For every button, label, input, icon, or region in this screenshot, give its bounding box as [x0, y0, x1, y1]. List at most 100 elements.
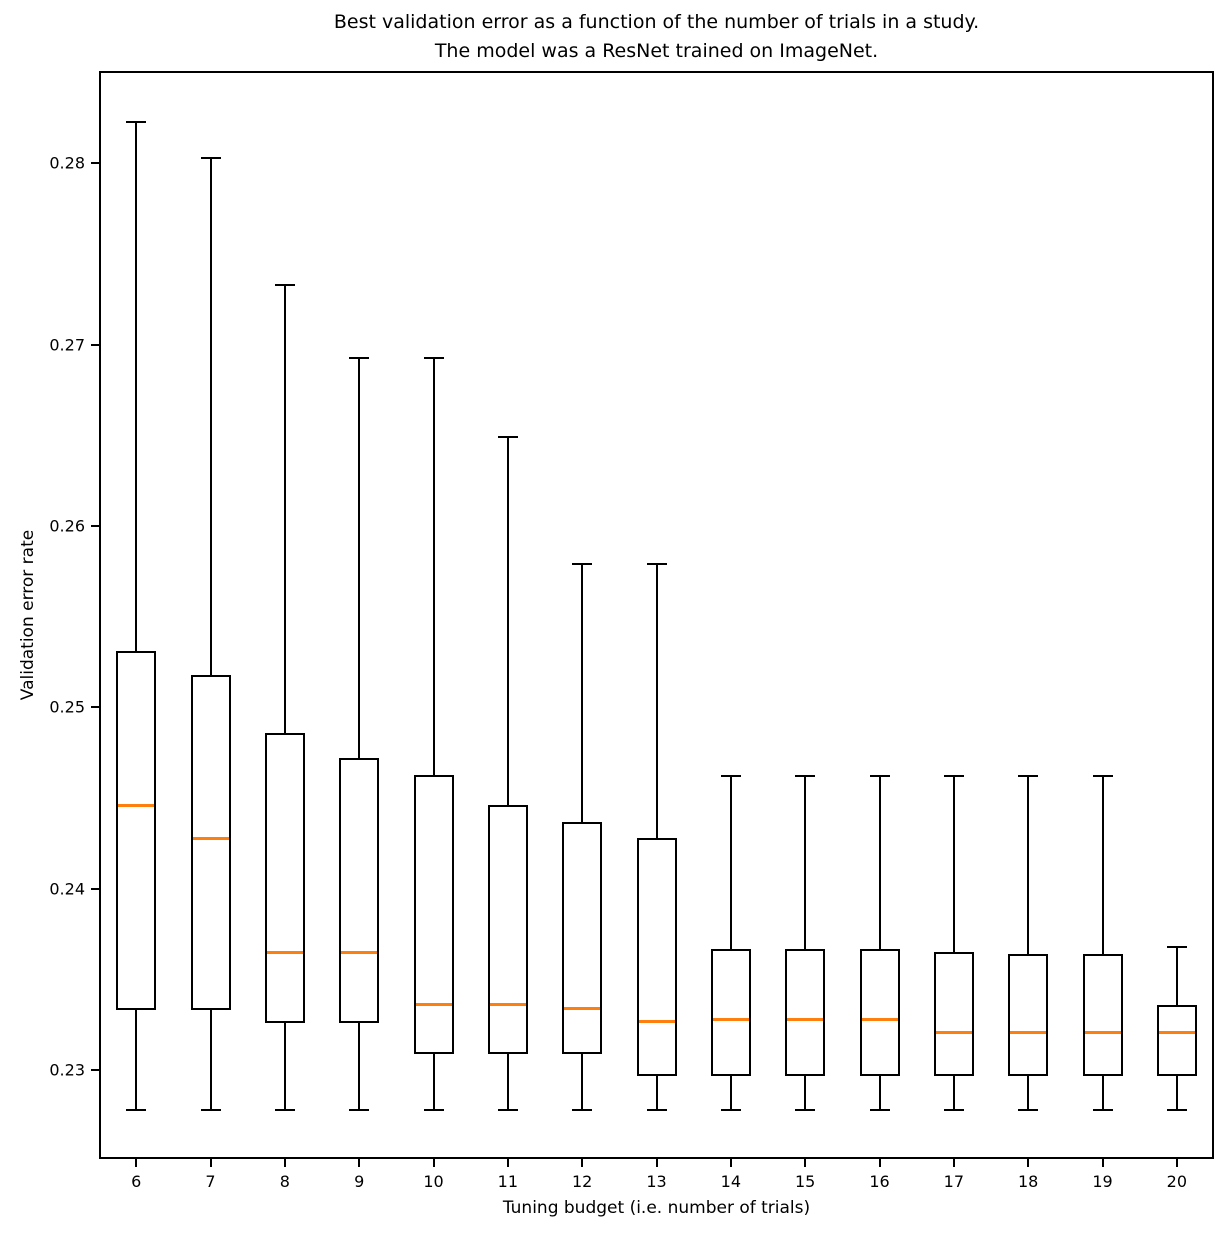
y-tick-label: 0.23	[49, 1060, 85, 1080]
lower-whisker-cap	[646, 1109, 667, 1112]
y-tick-label: 0.26	[49, 516, 85, 536]
lower-whisker-cap	[869, 1109, 890, 1112]
median-line	[1158, 1030, 1195, 1034]
iqr-box	[487, 805, 528, 1054]
lower-whisker	[581, 1053, 584, 1111]
upper-whisker	[283, 284, 286, 733]
upper-whisker	[878, 776, 881, 949]
iqr-box	[339, 758, 380, 1023]
lower-whisker-cap	[274, 1109, 295, 1112]
lower-whisker	[1101, 1075, 1104, 1111]
median-line	[415, 1003, 452, 1007]
lower-whisker	[432, 1053, 435, 1111]
upper-whisker-cap	[869, 775, 890, 778]
x-tick-label: 9	[354, 1172, 365, 1191]
x-axis-label: Tuning budget (i.e. number of trials)	[502, 1198, 811, 1218]
x-tick-label: 16	[869, 1172, 890, 1191]
y-tick-label: 0.28	[49, 153, 85, 173]
lower-whisker-cap	[720, 1109, 741, 1112]
x-tick-label: 6	[131, 1172, 142, 1191]
lower-whisker-cap	[126, 1109, 147, 1112]
upper-whisker-cap	[1018, 775, 1039, 778]
iqr-box	[264, 732, 305, 1023]
y-tick	[91, 162, 99, 165]
upper-whisker-cap	[572, 563, 593, 566]
lower-whisker-cap	[423, 1109, 444, 1112]
median-line	[1010, 1030, 1047, 1034]
lower-whisker	[358, 1023, 361, 1111]
median-line	[192, 836, 229, 840]
x-tick-label: 10	[423, 1172, 444, 1191]
x-tick-label: 13	[646, 1172, 667, 1191]
y-tick-label: 0.27	[49, 335, 85, 355]
lower-whisker	[506, 1053, 509, 1111]
iqr-box	[785, 948, 826, 1076]
x-tick	[878, 1159, 881, 1167]
lower-whisker-cap	[1018, 1109, 1039, 1112]
iqr-box	[1008, 954, 1049, 1076]
x-tick-label: 7	[205, 1172, 216, 1191]
lower-whisker-cap	[943, 1109, 964, 1112]
lower-whisker	[1175, 1075, 1178, 1111]
median-line	[638, 1019, 675, 1023]
median-line	[489, 1003, 526, 1007]
upper-whisker	[506, 437, 509, 806]
lower-whisker	[209, 1010, 212, 1111]
upper-whisker-cap	[423, 356, 444, 359]
upper-whisker-cap	[274, 283, 295, 286]
chart-title: Best validation error as a function of t…	[333, 11, 980, 62]
x-tick-label: 17	[943, 1172, 965, 1191]
median-line	[787, 1017, 824, 1021]
x-tick-label: 8	[279, 1172, 290, 1191]
lower-whisker	[729, 1075, 732, 1111]
y-tick	[91, 1069, 99, 1072]
iqr-box	[1082, 954, 1123, 1076]
x-tick-label: 15	[794, 1172, 816, 1191]
iqr-box	[562, 821, 603, 1054]
median-line	[935, 1030, 972, 1034]
x-tick-label: 11	[497, 1172, 519, 1191]
iqr-box	[413, 774, 454, 1054]
lower-whisker	[878, 1075, 881, 1111]
lower-whisker-cap	[1092, 1109, 1113, 1112]
y-tick-label: 0.24	[49, 879, 85, 899]
x-tick	[135, 1159, 138, 1167]
x-tick	[729, 1159, 732, 1167]
x-tick	[283, 1159, 286, 1167]
upper-whisker	[432, 357, 435, 775]
iqr-box	[116, 651, 157, 1011]
x-tick	[209, 1159, 212, 1167]
x-tick	[1101, 1159, 1104, 1167]
y-tick	[91, 887, 99, 890]
iqr-box	[710, 948, 751, 1076]
upper-whisker-cap	[1166, 945, 1187, 948]
y-tick	[91, 706, 99, 709]
upper-whisker-cap	[720, 775, 741, 778]
lower-whisker-cap	[572, 1109, 593, 1112]
x-tick	[655, 1159, 658, 1167]
median-line	[712, 1017, 749, 1021]
median-line	[341, 950, 378, 954]
x-tick-label: 19	[1092, 1172, 1113, 1191]
iqr-box	[636, 838, 677, 1076]
lower-whisker-cap	[200, 1109, 221, 1112]
x-tick	[358, 1159, 361, 1167]
upper-whisker-cap	[126, 120, 147, 123]
lower-whisker	[952, 1075, 955, 1111]
x-tick-label: 20	[1166, 1172, 1188, 1191]
lower-whisker-cap	[1166, 1109, 1187, 1112]
lower-whisker	[135, 1010, 138, 1111]
upper-whisker-cap	[349, 356, 370, 359]
lower-whisker	[655, 1075, 658, 1111]
y-tick-label: 0.25	[49, 697, 85, 717]
x-tick	[804, 1159, 807, 1167]
x-tick	[1175, 1159, 1178, 1167]
upper-whisker	[952, 776, 955, 953]
upper-whisker-cap	[795, 775, 816, 778]
x-tick	[952, 1159, 955, 1167]
iqr-box	[933, 952, 974, 1076]
upper-whisker-cap	[200, 157, 221, 160]
lower-whisker-cap	[349, 1109, 370, 1112]
iqr-box	[190, 674, 231, 1011]
lower-whisker	[283, 1023, 286, 1111]
